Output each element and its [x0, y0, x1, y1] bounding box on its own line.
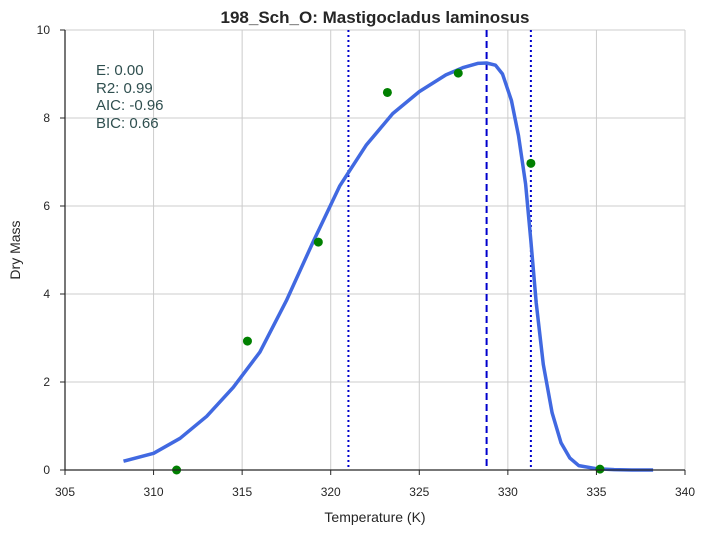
- data-point: [595, 464, 605, 474]
- data-point: [526, 158, 536, 168]
- x-tick-label: 340: [675, 485, 695, 499]
- stat-bic: BIC: 0.66: [96, 115, 159, 132]
- x-tick-label: 315: [232, 485, 252, 499]
- axes: [60, 29, 686, 475]
- x-tick-label: 320: [321, 485, 341, 499]
- fit-curve-group: [123, 61, 654, 472]
- grid-lines: [64, 29, 686, 471]
- y-axis-label: Dry Mass: [7, 220, 23, 279]
- y-tick-label: 8: [43, 111, 50, 125]
- stat-e: E: 0.00: [96, 62, 144, 79]
- y-tick-label: 4: [43, 287, 50, 301]
- x-tick-label: 310: [144, 485, 164, 499]
- x-axis-label: Temperature (K): [324, 509, 425, 525]
- data-points: [172, 68, 605, 475]
- x-tick-label: 305: [55, 485, 75, 499]
- y-tick-label: 2: [43, 375, 50, 389]
- stat-aic: AIC: -0.96: [96, 97, 164, 114]
- tick-labels: 305 310 315 320 325 330 335 340 0 2 4 6 8 10: [37, 23, 696, 499]
- fit-curve: [123, 61, 654, 472]
- x-tick-label: 330: [498, 485, 518, 499]
- y-tick-label: 6: [43, 199, 50, 213]
- stat-r2: R2: 0.99: [96, 80, 153, 97]
- data-point: [453, 68, 463, 78]
- stats-annotation: E: 0.00 R2: 0.99 AIC: -0.96 BIC: 0.66: [96, 62, 164, 132]
- data-point: [242, 336, 252, 346]
- y-tick-label: 0: [43, 463, 50, 477]
- data-point: [313, 237, 323, 247]
- chart-title: 198_Sch_O: Mastigocladus laminosus: [221, 8, 530, 27]
- y-tick-label: 10: [37, 23, 51, 37]
- reference-lines: [347, 30, 532, 470]
- x-tick-label: 335: [586, 485, 606, 499]
- data-point: [382, 87, 392, 97]
- x-tick-label: 325: [409, 485, 429, 499]
